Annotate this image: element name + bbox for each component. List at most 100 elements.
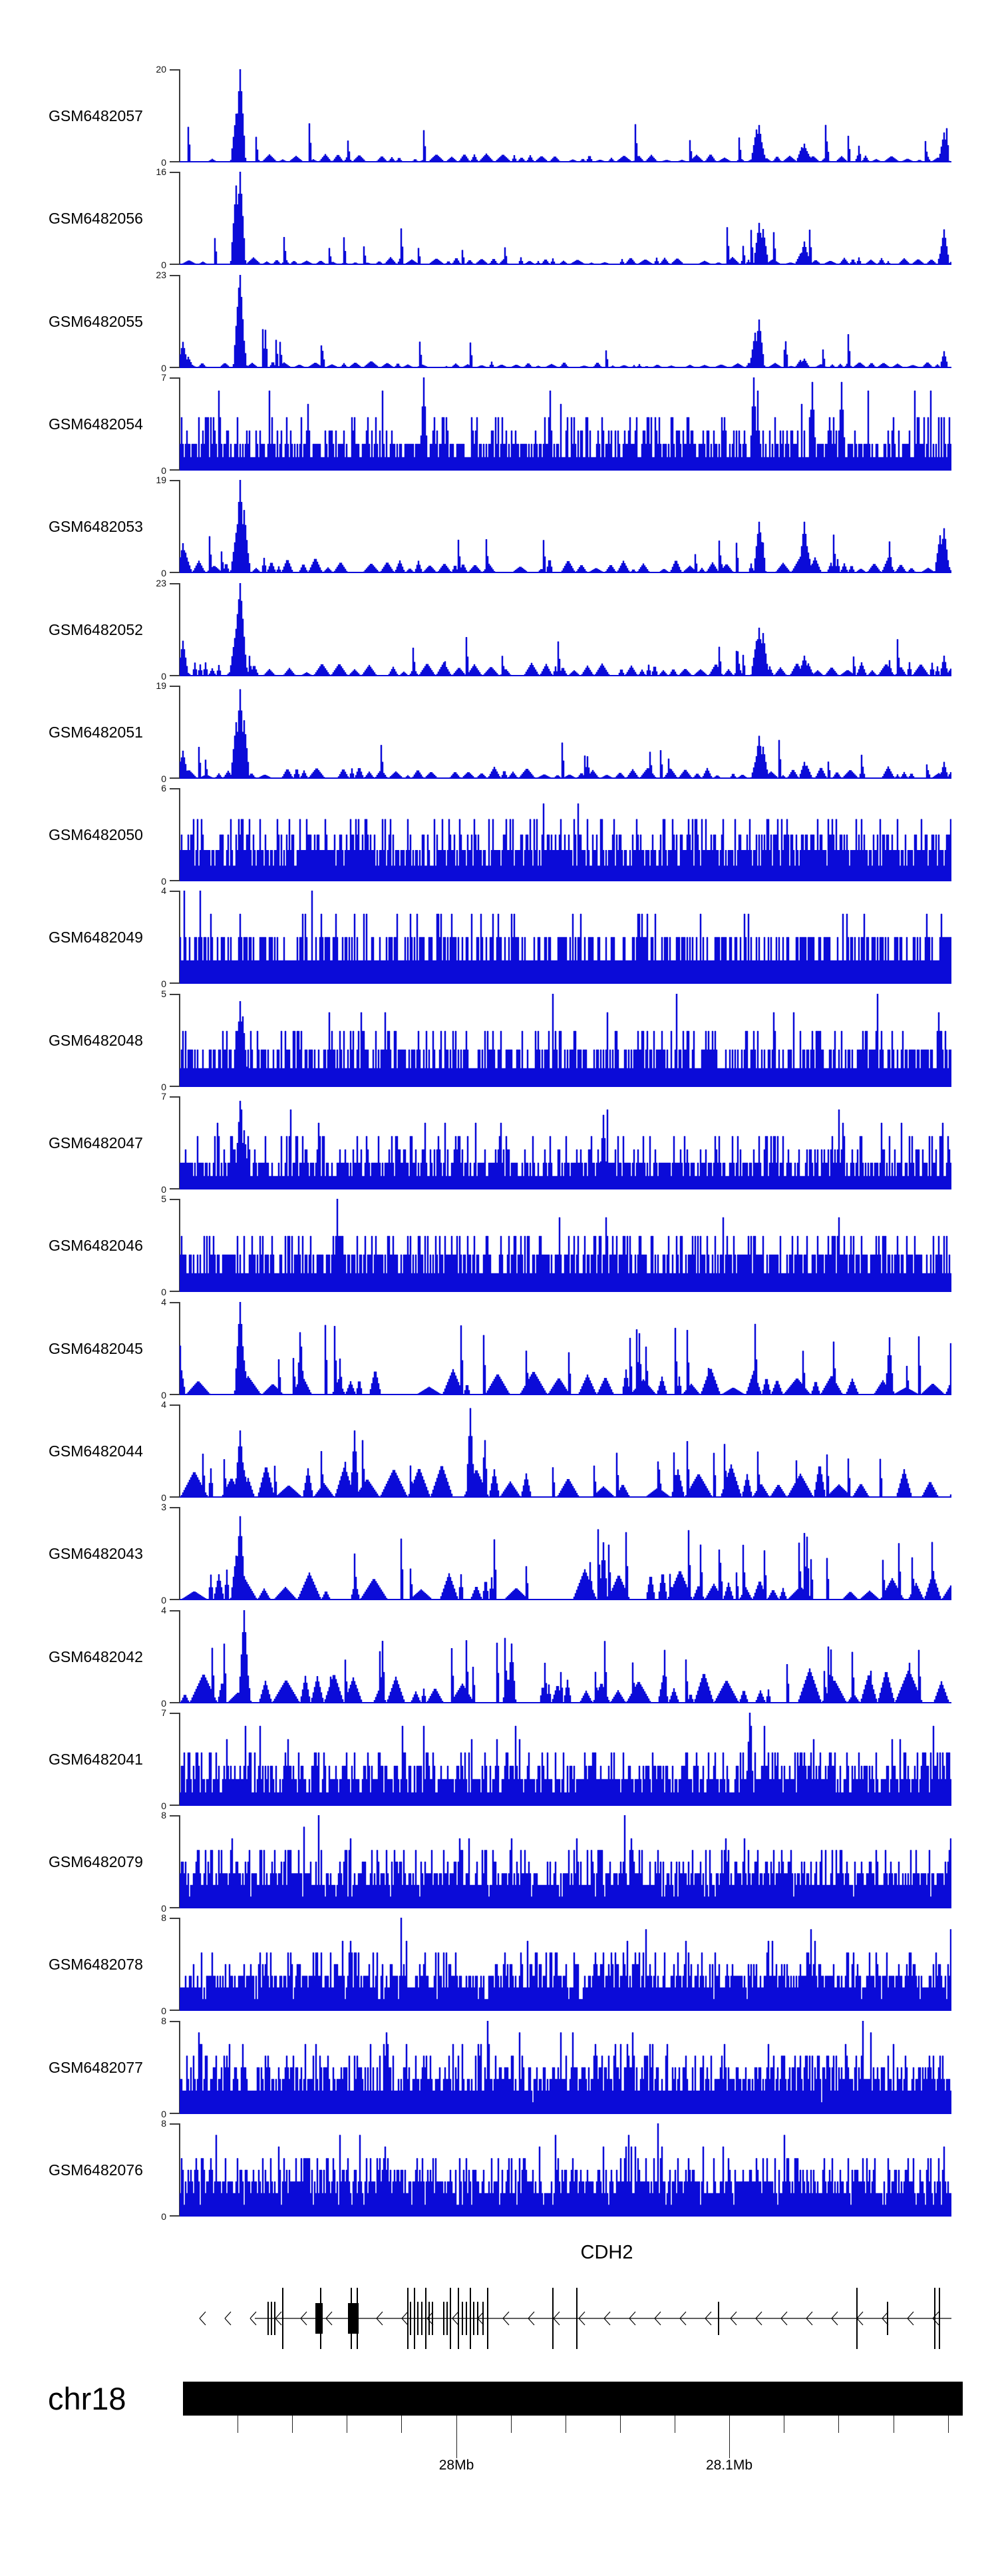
y-axis-tick xyxy=(170,264,180,265)
y-axis-tick xyxy=(170,1610,180,1611)
y-axis-max-value: 7 xyxy=(161,372,166,383)
strand-arrow-icon xyxy=(300,2311,307,2319)
y-axis-min-value: 0 xyxy=(161,260,166,270)
y-axis-max-value: 23 xyxy=(156,270,166,280)
y-axis-tick xyxy=(170,1096,180,1098)
y-axis-tick xyxy=(170,572,180,573)
y-axis-tick xyxy=(170,583,180,584)
strand-arrow-icon xyxy=(705,2311,712,2319)
y-axis-tick xyxy=(170,1907,180,1908)
track-label: GSM6482077 xyxy=(49,2059,143,2076)
y-axis-tick xyxy=(170,1702,180,1703)
strand-arrow-icon xyxy=(250,2311,257,2319)
exon-box xyxy=(315,2303,323,2334)
strand-arrow-icon xyxy=(528,2311,535,2319)
coverage-signal xyxy=(180,803,951,881)
strand-arrow-icon xyxy=(730,2318,737,2326)
strand-arrow-icon xyxy=(907,2311,914,2319)
strand-arrow-icon xyxy=(603,2311,611,2319)
coverage-signal xyxy=(180,1713,951,1806)
y-axis-tick xyxy=(170,69,180,71)
y-axis-line xyxy=(179,788,180,881)
exon-box xyxy=(348,2303,359,2334)
y-axis-max-value: 4 xyxy=(161,1605,166,1615)
y-axis-line xyxy=(179,69,180,162)
y-axis-tick xyxy=(170,777,180,779)
y-axis-line xyxy=(179,686,180,779)
chromosome-label: chr18 xyxy=(48,2381,126,2416)
y-axis-min-value: 0 xyxy=(161,1801,166,1811)
y-axis-line xyxy=(179,1404,180,1498)
track-label: GSM6482076 xyxy=(49,2161,143,2179)
strand-arrow-icon xyxy=(502,2318,510,2326)
y-axis-tick xyxy=(170,1394,180,1395)
coverage-signal xyxy=(180,1199,951,1292)
strand-arrow-icon xyxy=(578,2318,585,2326)
strand-arrow-icon xyxy=(275,2318,282,2326)
y-axis-tick xyxy=(170,2010,180,2011)
y-axis-line xyxy=(179,377,180,471)
y-axis-max-value: 19 xyxy=(156,680,166,691)
coverage-signal xyxy=(180,275,951,368)
strand-arrow-icon xyxy=(401,2318,409,2326)
y-axis-tick xyxy=(170,367,180,368)
y-axis-max-value: 16 xyxy=(156,166,166,177)
y-axis-tick xyxy=(170,2021,180,2022)
track-label: GSM6482042 xyxy=(49,1648,143,1665)
coverage-signal xyxy=(180,994,951,1087)
track-label: GSM6482045 xyxy=(49,1340,143,1357)
ruler-label: 28Mb xyxy=(438,2458,474,2473)
track-label: GSM6482055 xyxy=(49,313,143,330)
y-axis-tick xyxy=(170,1918,180,1919)
track-label: GSM6482079 xyxy=(49,1853,143,1870)
y-axis-tick xyxy=(170,1599,180,1600)
strand-arrow-icon xyxy=(932,2318,939,2326)
y-axis-min-value: 0 xyxy=(161,568,166,578)
strand-arrow-icon xyxy=(856,2318,864,2326)
strand-arrow-icon xyxy=(629,2311,636,2319)
strand-arrow-icon xyxy=(553,2311,560,2319)
coverage-signal xyxy=(180,2021,951,2114)
y-axis-tick xyxy=(170,1291,180,1292)
coverage-signal xyxy=(180,1918,951,2011)
y-axis-tick xyxy=(170,172,180,173)
y-axis-max-value: 8 xyxy=(161,1912,166,1923)
strand-arrow-icon xyxy=(806,2318,813,2326)
y-axis-line xyxy=(179,1815,180,1908)
y-axis-tick xyxy=(170,1507,180,1508)
strand-arrow-icon xyxy=(603,2318,611,2326)
y-axis-line xyxy=(179,994,180,1087)
y-axis-min-value: 0 xyxy=(161,2006,166,2016)
ruler-minor-tick xyxy=(511,2416,512,2433)
y-axis-tick xyxy=(170,982,180,984)
y-axis-tick xyxy=(170,480,180,481)
y-axis-max-value: 8 xyxy=(161,2118,166,2129)
strand-arrow-icon xyxy=(325,2311,333,2319)
track-label: GSM6482054 xyxy=(49,415,143,433)
y-axis-min-value: 0 xyxy=(161,773,166,784)
strand-arrow-icon xyxy=(250,2318,257,2326)
y-axis-max-value: 23 xyxy=(156,578,166,588)
y-axis-tick xyxy=(170,2215,180,2217)
coverage-signal xyxy=(180,689,951,779)
y-axis-max-value: 20 xyxy=(156,64,166,75)
y-axis-min-value: 0 xyxy=(161,2211,166,2222)
y-axis-min-value: 0 xyxy=(161,1595,166,1606)
y-axis-tick xyxy=(170,1496,180,1498)
strand-arrow-icon xyxy=(705,2318,712,2326)
y-axis-min-value: 0 xyxy=(161,671,166,682)
coverage-signal xyxy=(180,172,951,265)
ruler-minor-tick xyxy=(620,2416,621,2433)
coverage-signal xyxy=(180,1302,951,1395)
strand-arrow-icon xyxy=(679,2318,687,2326)
strand-arrow-icon xyxy=(831,2311,838,2319)
coverage-signal xyxy=(180,1610,951,1703)
strand-arrow-icon xyxy=(780,2318,788,2326)
y-axis-min-value: 0 xyxy=(161,1184,166,1195)
y-axis-tick xyxy=(170,377,180,379)
strand-arrow-icon xyxy=(679,2311,687,2319)
strand-arrow-icon xyxy=(199,2311,206,2319)
track-label: GSM6482057 xyxy=(49,107,143,124)
strand-arrow-icon xyxy=(300,2318,307,2326)
y-axis-tick xyxy=(170,161,180,162)
